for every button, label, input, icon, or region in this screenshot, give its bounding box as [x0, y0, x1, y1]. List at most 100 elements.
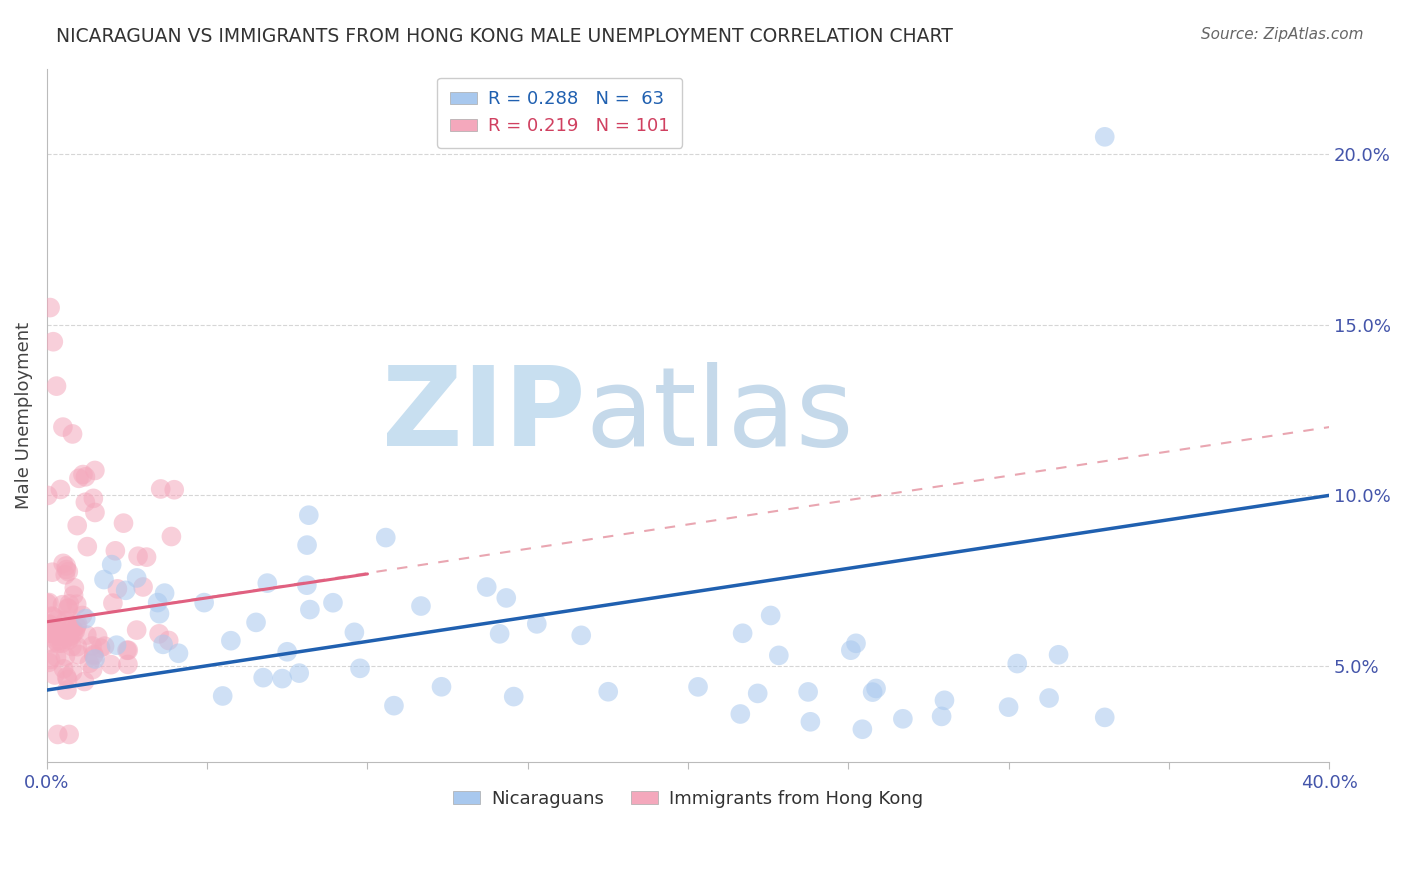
- Text: NICARAGUAN VS IMMIGRANTS FROM HONG KONG MALE UNEMPLOYMENT CORRELATION CHART: NICARAGUAN VS IMMIGRANTS FROM HONG KONG …: [56, 27, 953, 45]
- Point: [73, 674, 96, 689]
- Point: [148, 607, 170, 621]
- Point: [115, 643, 138, 657]
- Point: [865, 681, 887, 696]
- Point: [152, 637, 174, 651]
- Point: [349, 661, 371, 675]
- Point: [53, 567, 76, 582]
- Point: [851, 723, 873, 737]
- Point: [839, 643, 862, 657]
- Point: [997, 700, 1019, 714]
- Point: [107, 582, 129, 596]
- Point: [58, 727, 80, 741]
- Point: [39, 617, 62, 632]
- Point: [271, 672, 294, 686]
- Point: [55, 649, 77, 664]
- Point: [1047, 648, 1070, 662]
- Point: [295, 538, 318, 552]
- Point: [298, 508, 321, 523]
- Point: [39, 626, 62, 640]
- Point: [56, 683, 79, 698]
- Point: [747, 686, 769, 700]
- Point: [38, 656, 60, 670]
- Point: [256, 576, 278, 591]
- Point: [193, 596, 215, 610]
- Point: [55, 614, 77, 628]
- Point: [157, 633, 180, 648]
- Point: [135, 550, 157, 565]
- Point: [598, 684, 620, 698]
- Point: [1094, 129, 1116, 144]
- Point: [1038, 691, 1060, 706]
- Point: [41, 609, 63, 624]
- Point: [93, 639, 115, 653]
- Point: [148, 627, 170, 641]
- Point: [891, 712, 914, 726]
- Point: [112, 516, 135, 530]
- Point: [45, 650, 67, 665]
- Point: [65, 624, 87, 639]
- Point: [114, 583, 136, 598]
- Point: [90, 641, 112, 656]
- Point: [211, 689, 233, 703]
- Point: [382, 698, 405, 713]
- Point: [100, 558, 122, 572]
- Point: [163, 483, 186, 497]
- Point: [125, 623, 148, 637]
- Point: [160, 529, 183, 543]
- Point: [934, 693, 956, 707]
- Point: [84, 506, 107, 520]
- Point: [79, 656, 101, 670]
- Point: [82, 639, 104, 653]
- Point: [60, 622, 83, 636]
- Point: [66, 616, 89, 631]
- Point: [35, 596, 58, 610]
- Point: [58, 632, 80, 647]
- Point: [60, 640, 83, 654]
- Point: [101, 596, 124, 610]
- Text: ZIP: ZIP: [382, 361, 585, 468]
- Point: [1094, 710, 1116, 724]
- Point: [46, 629, 69, 643]
- Point: [82, 663, 104, 677]
- Text: Source: ZipAtlas.com: Source: ZipAtlas.com: [1201, 27, 1364, 42]
- Point: [117, 643, 139, 657]
- Point: [83, 648, 105, 663]
- Point: [55, 670, 77, 684]
- Point: [276, 645, 298, 659]
- Point: [44, 668, 66, 682]
- Point: [41, 610, 63, 624]
- Point: [105, 638, 128, 652]
- Point: [41, 626, 63, 640]
- Point: [37, 488, 59, 502]
- Point: [45, 379, 67, 393]
- Point: [41, 565, 63, 579]
- Point: [730, 706, 752, 721]
- Point: [488, 627, 510, 641]
- Point: [55, 563, 77, 577]
- Point: [66, 640, 89, 654]
- Point: [38, 595, 60, 609]
- Point: [86, 630, 108, 644]
- Point: [66, 518, 89, 533]
- Point: [39, 301, 62, 315]
- Point: [409, 599, 432, 613]
- Point: [72, 467, 94, 482]
- Point: [49, 483, 72, 497]
- Legend: Nicaraguans, Immigrants from Hong Kong: Nicaraguans, Immigrants from Hong Kong: [446, 782, 931, 815]
- Point: [56, 601, 79, 615]
- Point: [42, 334, 65, 349]
- Point: [125, 571, 148, 585]
- Point: [374, 531, 396, 545]
- Point: [46, 636, 69, 650]
- Point: [51, 636, 73, 650]
- Point: [797, 685, 820, 699]
- Point: [526, 616, 548, 631]
- Point: [49, 624, 72, 639]
- Point: [76, 540, 98, 554]
- Y-axis label: Male Unemployment: Male Unemployment: [15, 322, 32, 508]
- Point: [343, 625, 366, 640]
- Point: [475, 580, 498, 594]
- Point: [51, 598, 73, 612]
- Point: [62, 625, 84, 640]
- Point: [100, 657, 122, 672]
